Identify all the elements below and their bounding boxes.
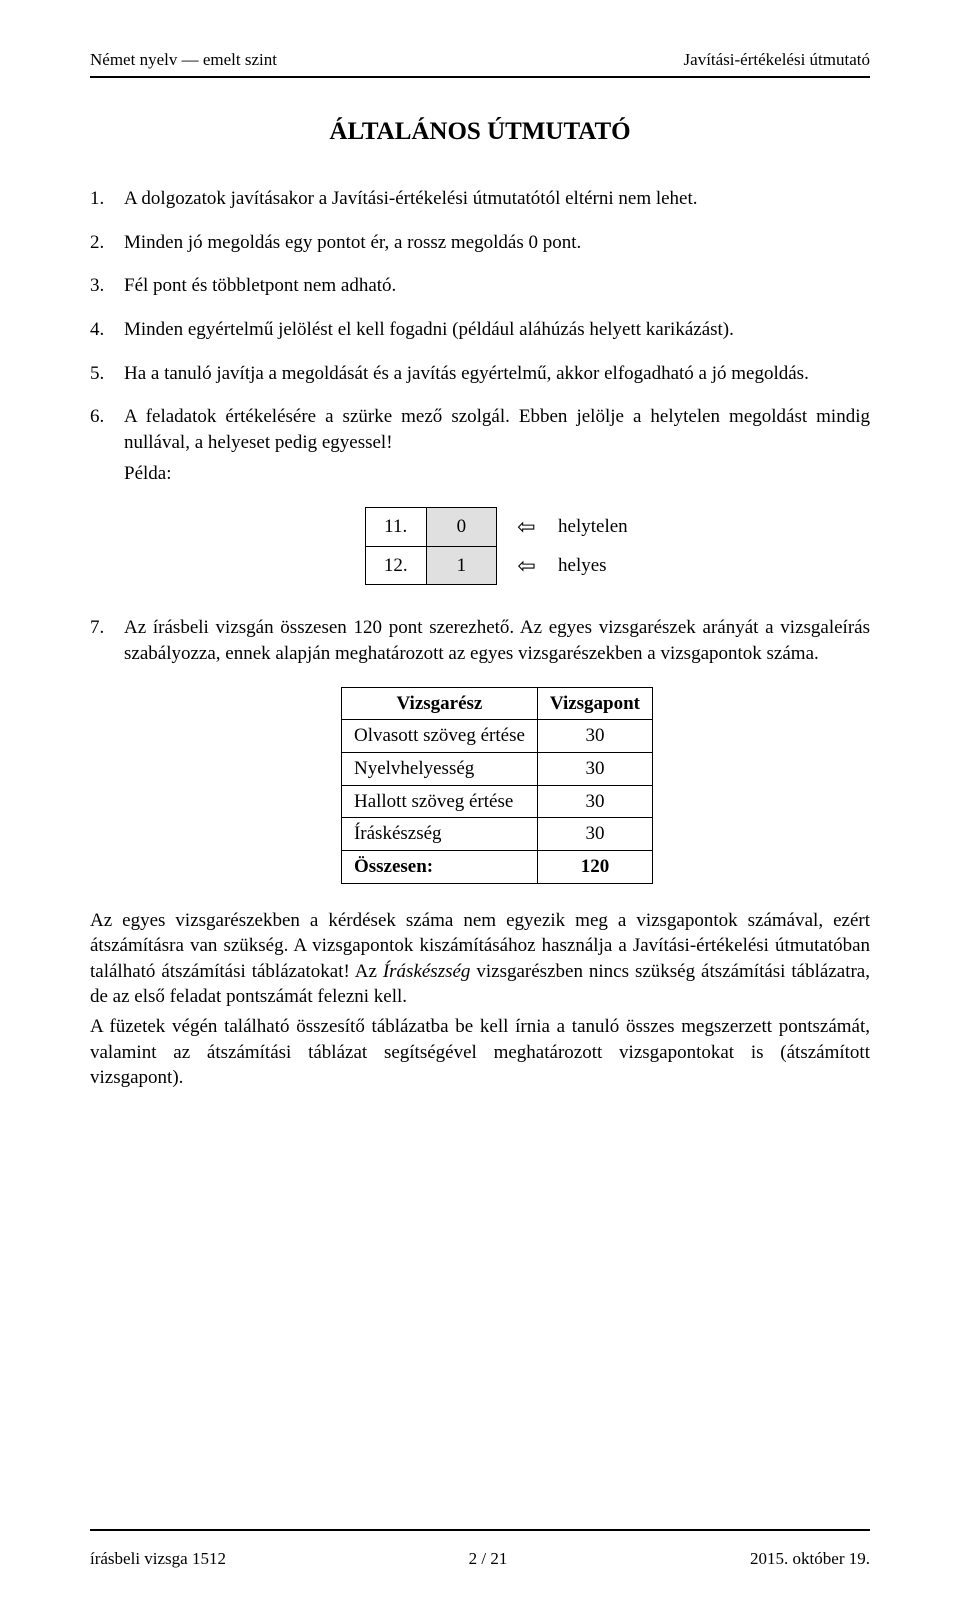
example-table: 11. 0 ⇦ helytelen 12. 1 ⇦ helyes [365, 507, 629, 585]
score-table-head-part: Vizsgarész [341, 687, 537, 720]
table-header-row: Vizsgarész Vizsgapont [341, 687, 652, 720]
score-table-total-value: 120 [537, 850, 652, 883]
score-table-value: 30 [537, 720, 652, 753]
score-table-name: Nyelvhelyesség [341, 752, 537, 785]
list-item: Minden jó megoldás egy pontot ér, a ross… [90, 230, 870, 256]
score-table: Vizsgarész Vizsgapont Olvasott szöveg ér… [341, 687, 653, 884]
example-label: Példa: [124, 461, 870, 487]
score-table-value: 30 [537, 752, 652, 785]
score-table-value: 30 [537, 818, 652, 851]
arrow-icon: ⇦ [497, 546, 554, 585]
footer-rule [90, 1529, 870, 1531]
score-table-total-label: Összesen: [341, 850, 537, 883]
table-total-row: Összesen: 120 [341, 850, 652, 883]
score-table-value: 30 [537, 785, 652, 818]
list-item: Fél pont és többletpont nem adható. [90, 273, 870, 299]
list-item: Az írásbeli vizsgán összesen 120 pont sz… [90, 615, 870, 883]
list-item-text: Az írásbeli vizsgán összesen 120 pont sz… [124, 617, 870, 664]
table-row: 11. 0 ⇦ helytelen [365, 508, 628, 547]
example-score-cell: 0 [426, 508, 497, 547]
example-label-cell: helyes [554, 546, 629, 585]
score-table-name: Hallott szöveg értése [341, 785, 537, 818]
example-score-cell: 1 [426, 546, 497, 585]
table-row: Olvasott szöveg értése 30 [341, 720, 652, 753]
after-paragraph-2: A füzetek végén található összesítő tábl… [90, 1014, 870, 1091]
instructions-list: A dolgozatok javításakor a Javítási-érté… [90, 186, 870, 884]
list-item: A feladatok értékelésére a szürke mező s… [90, 404, 870, 585]
score-table-name: Olvasott szöveg értése [341, 720, 537, 753]
footer-right: 2015. október 19. [750, 1549, 870, 1569]
footer-center: 2 / 21 [469, 1549, 508, 1569]
example-label-cell: helytelen [554, 508, 629, 547]
list-item-text: A feladatok értékelésére a szürke mező s… [124, 406, 870, 453]
example-num-cell: 11. [365, 508, 426, 547]
table-row: Íráskészség 30 [341, 818, 652, 851]
header-row: Német nyelv — emelt szint Javítási-érték… [90, 50, 870, 70]
header-left: Német nyelv — emelt szint [90, 50, 277, 70]
header-right: Javítási-értékelési útmutató [684, 50, 870, 70]
page-title: ÁLTALÁNOS ÚTMUTATÓ [90, 118, 870, 146]
footer-left: írásbeli vizsga 1512 [90, 1549, 226, 1569]
footer-row: írásbeli vizsga 1512 2 / 21 2015. októbe… [90, 1549, 870, 1569]
arrow-icon: ⇦ [497, 508, 554, 547]
list-item: Minden egyértelmű jelölést el kell fogad… [90, 317, 870, 343]
page: Német nyelv — emelt szint Javítási-érték… [0, 0, 960, 1609]
example-num-cell: 12. [365, 546, 426, 585]
table-row: Nyelvhelyesség 30 [341, 752, 652, 785]
table-row: 12. 1 ⇦ helyes [365, 546, 628, 585]
score-table-head-points: Vizsgapont [537, 687, 652, 720]
table-row: Hallott szöveg értése 30 [341, 785, 652, 818]
after-paragraph-1: Az egyes vizsgarészekben a kérdések szám… [90, 908, 870, 1011]
header-rule [90, 76, 870, 78]
after-p1-italic: Íráskészség [383, 961, 471, 982]
score-table-name: Íráskészség [341, 818, 537, 851]
list-item: A dolgozatok javításakor a Javítási-érté… [90, 186, 870, 212]
list-item: Ha a tanuló javítja a megoldását és a ja… [90, 361, 870, 387]
